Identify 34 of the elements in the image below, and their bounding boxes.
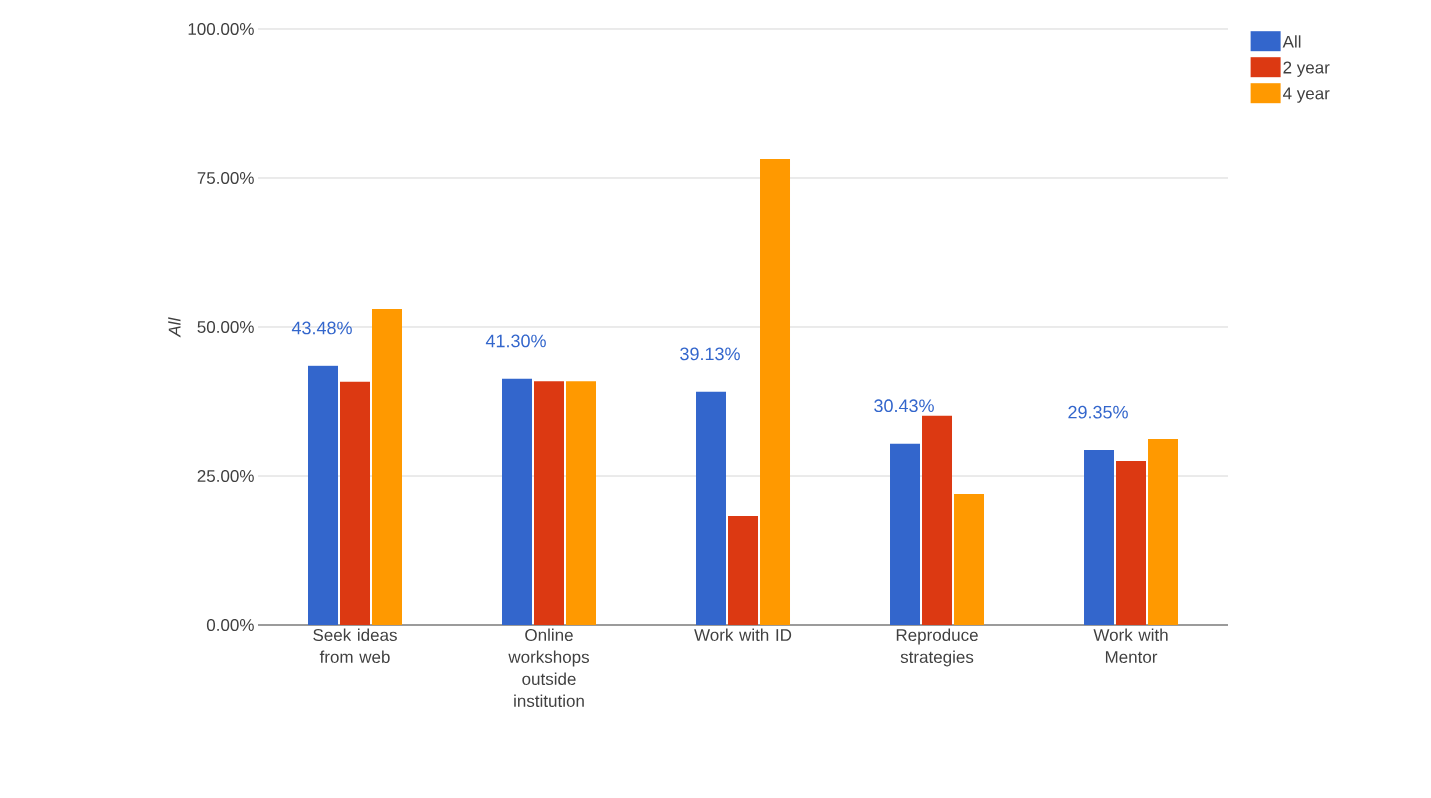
bar	[1116, 461, 1147, 625]
bar	[1148, 439, 1179, 625]
y-tick-label: 25.00%	[197, 469, 254, 483]
x-tick-label: Reproduce strategies	[896, 628, 978, 667]
x-tick-label: Work with ID	[694, 628, 792, 642]
bar	[760, 158, 791, 625]
y-axis-title: All	[168, 317, 181, 338]
legend-label: 2 year	[1283, 61, 1330, 77]
bar	[890, 443, 921, 625]
data-label: 39.13%	[680, 347, 740, 361]
bar	[728, 515, 759, 625]
legend-label: All	[1282, 35, 1301, 48]
data-label: 30.43%	[874, 399, 934, 413]
data-label: 43.48%	[291, 321, 352, 335]
y-tick-label: 0.00%	[206, 618, 254, 632]
bar	[954, 493, 985, 625]
bar	[922, 415, 953, 625]
bar	[1084, 450, 1115, 625]
bar	[308, 365, 338, 625]
data-label: 29.35%	[1068, 405, 1128, 419]
bar	[340, 381, 370, 625]
x-tick-label: Work with Mentor	[1093, 628, 1168, 664]
y-tick-label: 100.00%	[188, 22, 254, 36]
bar	[696, 391, 727, 625]
bar	[566, 381, 597, 625]
data-label: 41.30%	[485, 334, 546, 348]
x-tick-label: Online workshops outside institution	[508, 628, 590, 708]
bar	[502, 378, 533, 625]
y-tick-label: 75.00%	[197, 171, 254, 185]
bar	[534, 381, 564, 625]
legend-label: 4 year	[1283, 87, 1330, 103]
bar	[372, 309, 402, 625]
x-tick-label: Seek ideas from web	[313, 628, 397, 664]
y-tick-label: 50.00%	[197, 320, 254, 334]
